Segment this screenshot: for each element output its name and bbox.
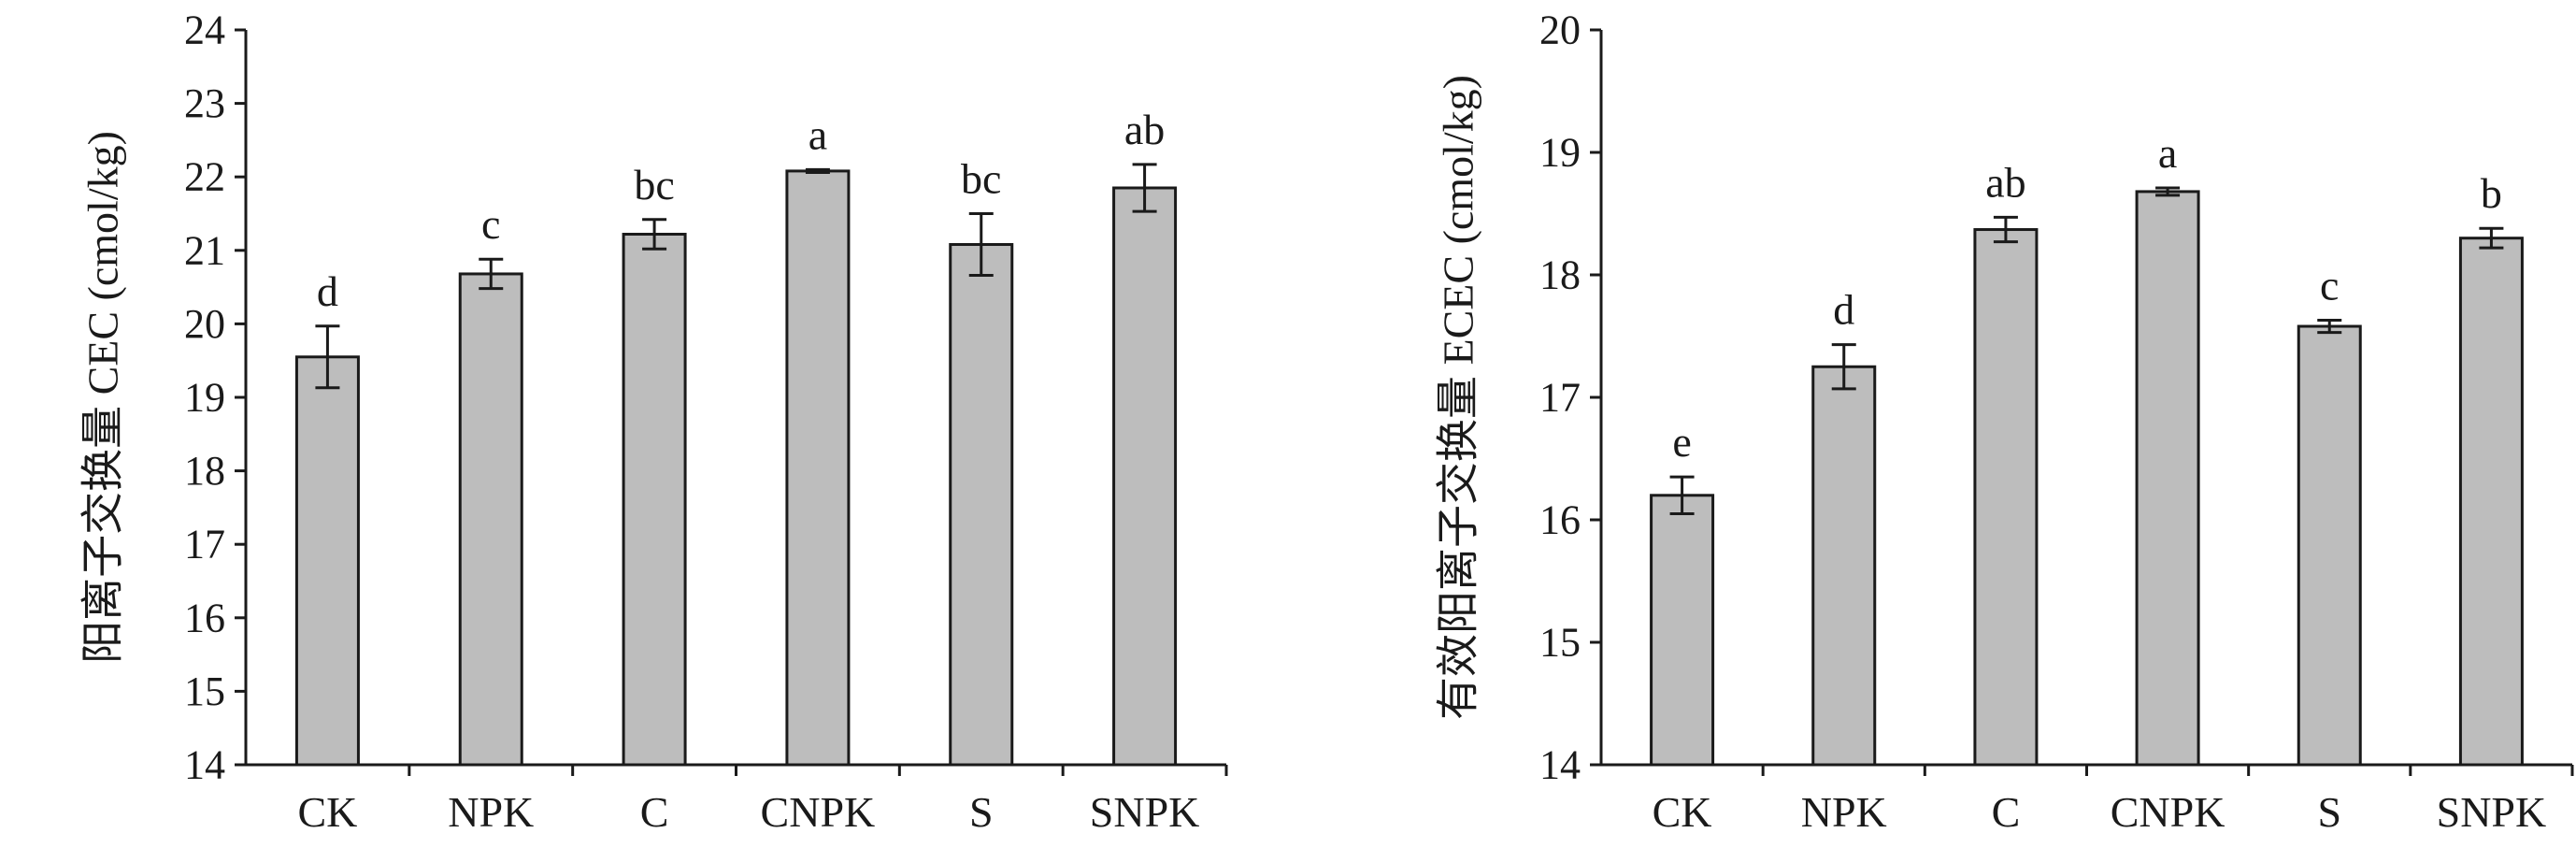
y-tick-label: 23 bbox=[184, 80, 225, 126]
significance-label: c bbox=[2320, 261, 2339, 309]
y-axis-title: 有效阳离子交换量 ECEC (cmol/kg) bbox=[1435, 75, 1482, 720]
significance-label: ab bbox=[1124, 106, 1165, 153]
y-tick-label: 21 bbox=[184, 227, 225, 273]
x-category-label: CK bbox=[1653, 788, 1712, 836]
y-tick-label: 24 bbox=[184, 7, 225, 53]
bar bbox=[458, 272, 523, 767]
x-category-label: CNPK bbox=[761, 788, 876, 836]
y-axis-title: 阳离子交换量 CEC (cmol/kg) bbox=[79, 131, 127, 664]
x-category-label: NPK bbox=[1801, 788, 1887, 836]
significance-label: a bbox=[809, 110, 827, 158]
significance-label: bc bbox=[961, 155, 1001, 203]
significance-label: bc bbox=[634, 161, 674, 208]
x-category-label: S bbox=[2317, 788, 2341, 836]
significance-label: c bbox=[481, 200, 500, 248]
significance-label: b bbox=[2481, 169, 2502, 217]
significance-label: d bbox=[1833, 286, 1854, 334]
x-category-label: SNPK bbox=[2437, 788, 2547, 836]
y-tick-label: 14 bbox=[1539, 742, 1581, 788]
y-tick-label: 20 bbox=[1539, 7, 1581, 53]
x-category-label: NPK bbox=[448, 788, 534, 836]
x-category-label: CNPK bbox=[2111, 788, 2225, 836]
x-category-label: C bbox=[1992, 788, 2021, 836]
bar bbox=[2297, 324, 2362, 767]
bar bbox=[1973, 228, 2039, 767]
y-tick-label: 18 bbox=[184, 448, 225, 494]
x-category-label: SNPK bbox=[1090, 788, 1200, 836]
y-tick-label: 16 bbox=[184, 595, 225, 640]
bar bbox=[1811, 365, 1877, 767]
bar bbox=[949, 243, 1014, 767]
y-tick-label: 15 bbox=[1539, 620, 1581, 666]
bar bbox=[2458, 237, 2524, 767]
bar bbox=[785, 169, 851, 767]
x-category-label: C bbox=[640, 788, 669, 836]
y-tick-label: 15 bbox=[184, 668, 225, 714]
bar bbox=[1650, 494, 1715, 767]
significance-label: a bbox=[2158, 129, 2177, 177]
ecec-bar-chart: 14 15 16 17 18 19 20 e CK d NPK ab Ca CNPK c Sb SNPK 有效阳离… bbox=[1435, 7, 2574, 836]
y-tick-label: 19 bbox=[1539, 130, 1581, 176]
y-tick-label: 17 bbox=[1539, 375, 1581, 421]
cec-bar-chart: 14 15 16 17 18 19 20 21 22 23 24 d CK c NPK bc Ca CNPK bc S… bbox=[79, 7, 1228, 836]
significance-label: d bbox=[317, 267, 338, 315]
x-category-label: CK bbox=[297, 788, 357, 836]
bar bbox=[1112, 186, 1178, 767]
y-tick-label: 18 bbox=[1539, 252, 1581, 298]
y-tick-label: 16 bbox=[1539, 497, 1581, 543]
bar bbox=[622, 233, 687, 767]
significance-label: e bbox=[1672, 418, 1691, 466]
y-tick-label: 22 bbox=[184, 154, 225, 200]
significance-label: ab bbox=[1985, 158, 2025, 206]
y-tick-label: 17 bbox=[184, 522, 225, 567]
y-tick-label: 19 bbox=[184, 375, 225, 421]
x-category-label: S bbox=[969, 788, 994, 836]
y-tick-label: 20 bbox=[184, 301, 225, 347]
bar bbox=[2135, 190, 2200, 767]
bar bbox=[294, 355, 360, 767]
y-tick-label: 14 bbox=[184, 742, 225, 788]
